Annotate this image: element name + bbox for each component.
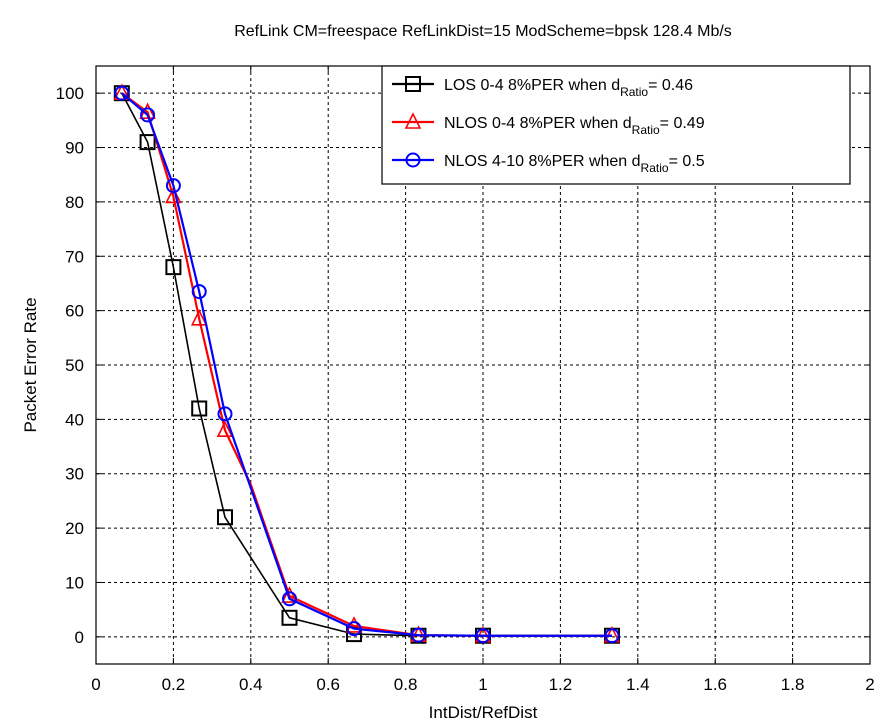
data-point-square [281,609,298,626]
series-layer [113,83,621,644]
data-point-square [346,626,363,643]
data-point-triangle [345,616,363,633]
x-tick-label: 0.4 [239,675,263,694]
x-tick-label: 0.8 [394,675,418,694]
data-point-circle [114,85,130,101]
y-tick-label: 90 [65,139,84,158]
y-tick-label: 10 [65,573,84,592]
legend-box [381,65,851,185]
data-point-circle [282,591,297,607]
data-point-square [191,400,208,417]
x-tick-label: 0.6 [316,675,340,694]
x-tick-label: 1.2 [549,675,573,694]
data-point-circle [191,284,207,300]
legend-label-square: LOS 0-4 8%PER when dRatio= 0.46 [444,77,693,99]
x-tick-label: 2 [865,675,874,694]
y-tick-label: 0 [75,628,84,647]
legend-marker-circle [405,152,421,168]
y-tick-label: 70 [65,247,84,266]
data-point-circle [140,107,156,123]
y-tick-label: 40 [65,410,84,429]
series-line-circle [121,92,612,637]
data-point-triangle [216,420,234,438]
data-point-circle [165,178,181,194]
y-tick-label: 100 [56,84,84,103]
x-tick-label: 1.6 [703,675,727,694]
legend-marker-square [405,76,421,92]
y-tick-label: 50 [65,356,84,375]
y-tick-label: 80 [65,193,84,212]
data-point-circle [604,628,620,644]
y-tick-label: 20 [65,519,84,538]
data-point-square [216,509,233,526]
chart-title: RefLink CM=freespace RefLinkDist=15 ModS… [234,23,732,40]
data-point-circle [410,627,426,643]
legend: LOS 0-4 8%PER when dRatio= 0.46 NLOS 0-4 … [381,65,851,185]
data-point-circle [346,621,362,637]
data-point-circle [475,628,491,644]
y-axis-label: Packet Error Rate [21,297,40,432]
series-circle [114,85,620,644]
x-tick-label: 0 [91,675,100,694]
x-axis-label: IntDist/RefDist [429,703,538,722]
x-tick-label: 1.8 [781,675,805,694]
data-point-square [139,134,156,151]
y-tick-label: 30 [65,465,84,484]
legend-marker-triangle [404,112,422,129]
x-tick-label: 1.4 [626,675,650,694]
y-tick-label: 60 [65,302,84,321]
data-point-circle [217,406,233,422]
x-tick-label: 0.2 [162,675,186,694]
legend-label-circle: NLOS 4-10 8%PER when dRatio= 0.5 [444,153,705,175]
x-tick-label: 1 [478,675,487,694]
data-point-triangle [190,309,208,326]
data-point-square [165,259,182,276]
data-point-triangle [281,586,298,603]
legend-label-triangle: NLOS 0-4 8%PER when dRatio= 0.49 [444,115,705,137]
